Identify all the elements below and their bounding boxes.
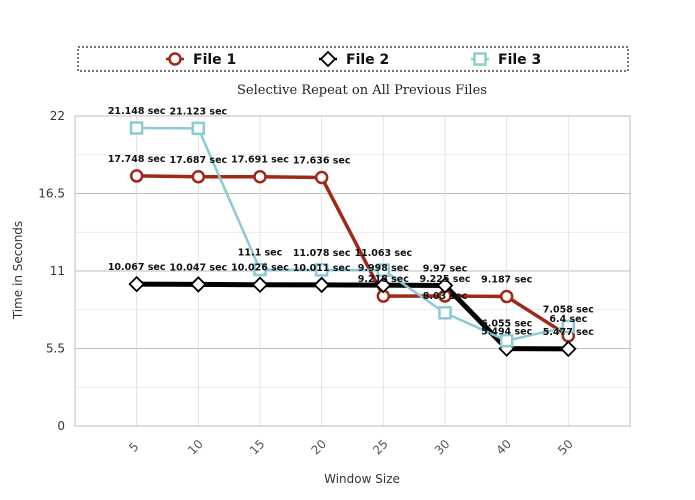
point-file-2 (313, 276, 330, 294)
data-label-file-1: 9.187 sec (481, 275, 532, 286)
point-file-1 (191, 170, 206, 184)
y-tick-label: 0 (57, 419, 65, 433)
point-file-3 (314, 263, 329, 277)
point-file-3 (438, 306, 452, 320)
data-label-file-3: 11.078 sec (293, 248, 351, 259)
point-file-1 (129, 169, 144, 183)
x-tick-label: 10 (185, 437, 206, 458)
point-file-2 (190, 276, 207, 293)
series-line-file-3 (136, 126, 569, 342)
data-label-file-1: 9.225 sec (419, 274, 470, 285)
legend: File 1 File 2 File 3 (77, 46, 629, 72)
x-tick-label: 50 (555, 437, 576, 458)
point-file-2 (436, 277, 454, 294)
data-label-file-2: 10.026 sec (231, 263, 289, 274)
point-file-3 (376, 263, 391, 277)
series-line-file-2 (136, 281, 569, 352)
legend-label: File 3 (498, 52, 541, 68)
data-label-file-3: 11.063 sec (354, 248, 412, 259)
plot-area-frame (74, 115, 631, 427)
point-file-2 (251, 276, 269, 293)
data-label-file-3: 7.058 sec (543, 305, 594, 316)
x-tick-label: 25 (370, 437, 391, 458)
data-label-file-3: 21.123 sec (169, 106, 227, 117)
data-label-file-1: 17.636 sec (293, 155, 351, 166)
data-label-file-2: 9.97 sec (423, 264, 467, 275)
data-label-file-2: 10.011 sec (293, 263, 351, 274)
data-label-file-2: 5.477 sec (543, 327, 594, 338)
data-label-file-1: 17.687 sec (169, 155, 227, 166)
point-file-3 (191, 121, 206, 136)
data-label-file-1: 17.748 sec (108, 154, 166, 165)
point-file-2 (128, 275, 145, 293)
legend-items: File 1 File 2 File 3 (166, 50, 541, 68)
point-file-1 (314, 170, 329, 185)
series-lines (136, 126, 570, 352)
point-file-3 (129, 121, 144, 135)
legend-marker-file-1 (168, 52, 182, 66)
series-markers (128, 121, 577, 358)
legend-label: File 2 (346, 52, 389, 68)
data-label-file-3: 11.1 sec (238, 248, 282, 259)
x-axis-title: Window Size (324, 472, 400, 486)
point-file-3 (253, 262, 267, 277)
x-tick-label: 15 (247, 437, 268, 458)
data-label-file-2: 10.047 sec (169, 262, 227, 273)
chart-title: Selective Repeat on All Previous Files (237, 83, 487, 98)
series-line-file-1 (136, 174, 570, 338)
data-label-file-3: 6.055 sec (481, 319, 532, 330)
point-file-1 (253, 169, 267, 184)
legend-marker-file-3 (473, 52, 487, 66)
point-file-1 (499, 289, 514, 304)
data-label-file-3: 8.03 sec (423, 291, 467, 302)
data-label-file-1: 9.218 sec (358, 274, 409, 285)
data-label-file-1: 6.4 sec (549, 314, 587, 325)
legend-marker-file-2 (319, 50, 337, 68)
x-tick-label: 20 (308, 437, 329, 458)
data-label-file-1: 17.691 sec (231, 155, 289, 166)
data-label-file-2: 5.494 sec (481, 327, 532, 338)
y-axis-title: Time in Seconds (11, 221, 25, 320)
point-file-3 (561, 319, 576, 334)
x-tick-label: 40 (493, 437, 514, 458)
point-file-2 (560, 340, 577, 358)
y-tick-label: 5.5 (46, 342, 65, 356)
data-label-file-2: 9.998 sec (358, 263, 409, 274)
x-tick-label: 5 (126, 440, 141, 455)
point-file-3 (499, 333, 514, 348)
data-label-file-2: 10.067 sec (108, 262, 166, 273)
y-tick-label: 22 (50, 109, 65, 123)
x-tick-label: 30 (432, 437, 453, 458)
y-tick-label: 11 (50, 264, 65, 278)
data-labels: 17.748 sec 17.687 sec 17.691 sec 17.636 sec… (108, 106, 594, 338)
y-tick-label: 16.5 (38, 187, 65, 201)
legend-label: File 1 (193, 52, 236, 68)
point-file-2 (375, 276, 392, 294)
data-label-file-3: 21.148 sec (108, 106, 166, 117)
